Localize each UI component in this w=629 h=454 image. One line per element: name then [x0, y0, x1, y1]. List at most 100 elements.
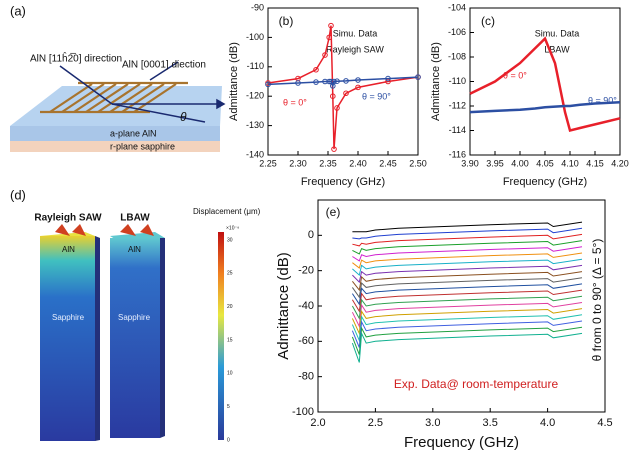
x-tick-label: 4.00 [511, 158, 529, 168]
colorbar-title: Displacement (μm) [193, 207, 261, 216]
panel-label: (c) [481, 14, 495, 28]
marker [322, 52, 328, 58]
y-tick-label: -112 [449, 100, 466, 110]
x-axis-label: Frequency (GHz) [404, 434, 519, 451]
colorbar-tick: 5 [227, 404, 230, 410]
marker [355, 77, 361, 83]
colorbar [218, 232, 224, 440]
y-tick-label: -60 [298, 335, 314, 347]
electrode [72, 224, 86, 236]
series-line [469, 36, 621, 133]
x-axis-label: Frequency (GHz) [301, 176, 385, 188]
layer-label: AlN [128, 245, 141, 254]
colorbar-tick: 25 [227, 271, 233, 277]
series-line [352, 221, 583, 233]
series-line [351, 326, 583, 355]
y-tick-label: -120 [246, 91, 264, 101]
x-tick-label: 3.0 [425, 417, 440, 429]
x-tick-label: 3.95 [486, 158, 504, 168]
annotation: Rayleigh SAW [326, 44, 384, 54]
annotation: θ from 0 to 90° (Δ = 5°) [590, 239, 604, 362]
annotation: Simu. Data [333, 28, 378, 38]
layer-label: a-plane AlN [110, 128, 157, 138]
y-tick-label: -100 [246, 32, 264, 42]
series-line [352, 233, 583, 247]
series-line [351, 314, 583, 343]
y-tick-label: -140 [246, 149, 264, 159]
marker [313, 66, 319, 73]
x-tick-label: 3.90 [461, 158, 479, 168]
colorbar-scale: ×10⁻⁹ [226, 225, 239, 231]
y-tick-label: -106 [448, 27, 466, 37]
x-tick-label: 2.30 [289, 158, 307, 168]
y-tick-label: -130 [246, 120, 264, 130]
x-tick-label: 4.20 [611, 158, 629, 168]
marker [334, 105, 340, 111]
series-label: θ = 90° [362, 91, 391, 101]
chart: -116 -114 -112 -110 -108 -106 -104 3.90 3.95 4.00… [430, 2, 629, 188]
column-side [95, 236, 100, 441]
x-tick-label: 2.45 [379, 158, 397, 168]
series-line [352, 258, 583, 277]
y-tick-label: -80 [298, 371, 314, 383]
series-line [267, 25, 419, 150]
series-line [352, 240, 583, 255]
x-tick-label: 4.0 [540, 417, 555, 429]
panel-label: (d) [10, 187, 26, 202]
y-tick-label: -40 [298, 300, 314, 312]
marker [331, 78, 337, 85]
y-tick-label: -114 [449, 125, 466, 135]
electrode [120, 224, 136, 236]
colorbar-tick: 30 [227, 237, 233, 243]
x-tick-label: 2.35 [319, 158, 337, 168]
chart: -140 -130 -120 -110 -100 -90 2.25 2.30 2.35 2.40 2… [228, 2, 427, 188]
y-axis-label: Admittance (dB) [275, 252, 292, 360]
marker [295, 80, 301, 86]
slab-top [10, 86, 222, 126]
electrode [55, 224, 70, 236]
x-tick-label: 2.50 [409, 158, 427, 168]
arrows [59, 61, 226, 123]
x-tick-label: 3.5 [483, 417, 498, 429]
angle-label: θ [180, 110, 187, 124]
x-tick-label: 4.05 [536, 158, 554, 168]
series-line [351, 302, 583, 329]
x-tick-label: 2.25 [259, 158, 277, 168]
direction-label: AlN [0001] diection [122, 60, 206, 71]
series-line [267, 76, 419, 89]
y-tick-label: -90 [251, 2, 264, 12]
series-line [351, 277, 583, 299]
sapphire-front [10, 141, 220, 152]
direction-label: AlN [11ĥ2̅0] direction [30, 52, 122, 65]
panel-a: (a) AlN [11ĥ2̅0] direction AlN [0001] di… [10, 3, 226, 152]
layer-label: Sapphire [52, 313, 85, 322]
idt [40, 81, 188, 114]
y-tick-label: 0 [308, 229, 314, 241]
marker [343, 90, 349, 97]
series-line [351, 308, 583, 336]
series-line [352, 252, 583, 269]
y-tick-label: -110 [247, 61, 264, 71]
x-tick-label: 4.10 [561, 158, 579, 168]
series-line [351, 320, 583, 348]
y-tick-label: -110 [449, 76, 466, 86]
annotation: LBAW [544, 44, 570, 54]
marker [313, 79, 319, 85]
series-line [352, 246, 583, 262]
column-side [160, 238, 165, 438]
y-tick-label: -108 [448, 51, 466, 61]
aln-front [10, 126, 220, 141]
series-line [352, 227, 583, 240]
panel-label: (b) [279, 14, 294, 28]
colorbar-tick: 20 [227, 304, 233, 310]
colorbar-tick: 0 [227, 437, 230, 443]
x-tick-label: 4.5 [597, 417, 612, 429]
column-lbaw [110, 238, 160, 438]
column-title: LBAW [120, 213, 150, 224]
y-axis-label: Admittance (dB) [228, 42, 240, 121]
marker [334, 78, 340, 85]
marker [326, 34, 333, 41]
series-line [352, 264, 583, 284]
marker [328, 22, 334, 29]
